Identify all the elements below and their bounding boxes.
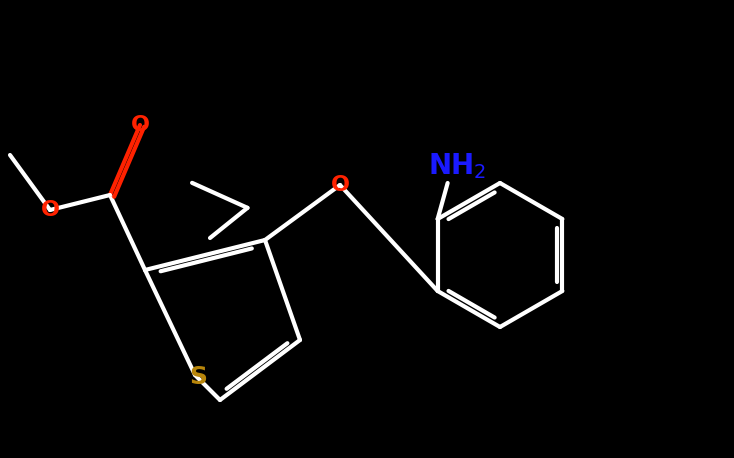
Text: S: S [189, 365, 207, 389]
Text: O: O [330, 175, 349, 195]
Text: O: O [131, 115, 150, 135]
Text: NH$_2$: NH$_2$ [429, 151, 487, 181]
Text: O: O [40, 200, 59, 220]
